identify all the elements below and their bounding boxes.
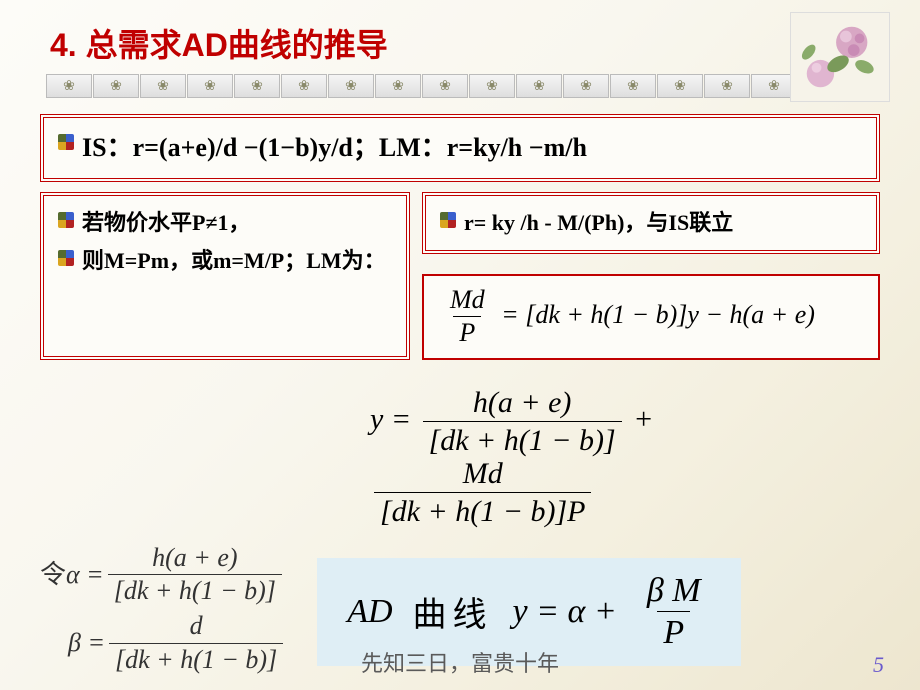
y-equation: y = h(a + e) [dk + h(1 − b)] + Md [dk + … — [370, 386, 880, 528]
bullet-icon — [58, 250, 74, 266]
y-lhs: y = — [370, 402, 411, 435]
alpha-den: [dk + h(1 − b)] — [108, 574, 282, 606]
page-number: 5 — [873, 652, 884, 678]
slide-title: 4. 总需求AD曲线的推导 — [40, 20, 880, 66]
bullet-icon — [58, 212, 74, 228]
price-condition-box: 若物价水平P≠1， 则M=Pm，或m=M/P；LM为： — [40, 192, 410, 360]
y-term1-num: h(a + e) — [467, 386, 578, 421]
ad-eq-lhs: y = α + — [513, 593, 617, 631]
bullet-icon — [440, 212, 456, 228]
islm-equation-box: IS：r=(a+e)/d −(1−b)y/d；LM：r=ky/h −m/h — [40, 114, 880, 182]
let-prefix: 令 — [40, 559, 66, 590]
y-term1-den: [dk + h(1 − b)] — [423, 421, 622, 457]
lm-substituted-text: r= ky /h - M/(Ph)，与IS联立 — [464, 204, 733, 241]
lm-substituted-box: r= ky /h - M/(Ph)，与IS联立 — [422, 192, 880, 253]
md-equation-box: Md P = [dk + h(1 − b)]y − h(a + e) — [422, 274, 880, 360]
y-term2-num: Md — [457, 457, 509, 492]
md-lhs-num: Md — [444, 286, 491, 317]
islm-equation: IS：r=(a+e)/d −(1−b)y/d；LM：r=ky/h −m/h — [82, 126, 587, 170]
md-lhs-den: P — [453, 316, 481, 348]
y-plus: + — [633, 402, 653, 435]
decorative-strip: ❀❀❀ ❀❀❀ ❀❀❀ ❀❀❀ ❀❀❀ ❀ — [40, 74, 880, 98]
ad-label-cn: 曲线 — [413, 587, 493, 636]
md-rhs: = [dk + h(1 − b)]y − h(a + e) — [501, 300, 815, 329]
y-term2-den: [dk + h(1 − b)]P — [374, 492, 591, 528]
ad-label-en: AD — [347, 593, 392, 631]
alpha-symbol: α = — [66, 559, 104, 590]
alpha-num: h(a + e) — [146, 544, 243, 575]
bullet-icon — [58, 134, 74, 150]
money-relation-text: 则M=Pm，或m=M/P；LM为： — [82, 242, 386, 279]
price-condition-text: 若物价水平P≠1， — [82, 204, 251, 241]
ad-eq-num: β M — [641, 572, 707, 611]
flower-decoration — [790, 12, 890, 102]
footer-motto: 先知三日，富贵十年 — [0, 646, 920, 678]
beta-num: d — [184, 612, 209, 643]
